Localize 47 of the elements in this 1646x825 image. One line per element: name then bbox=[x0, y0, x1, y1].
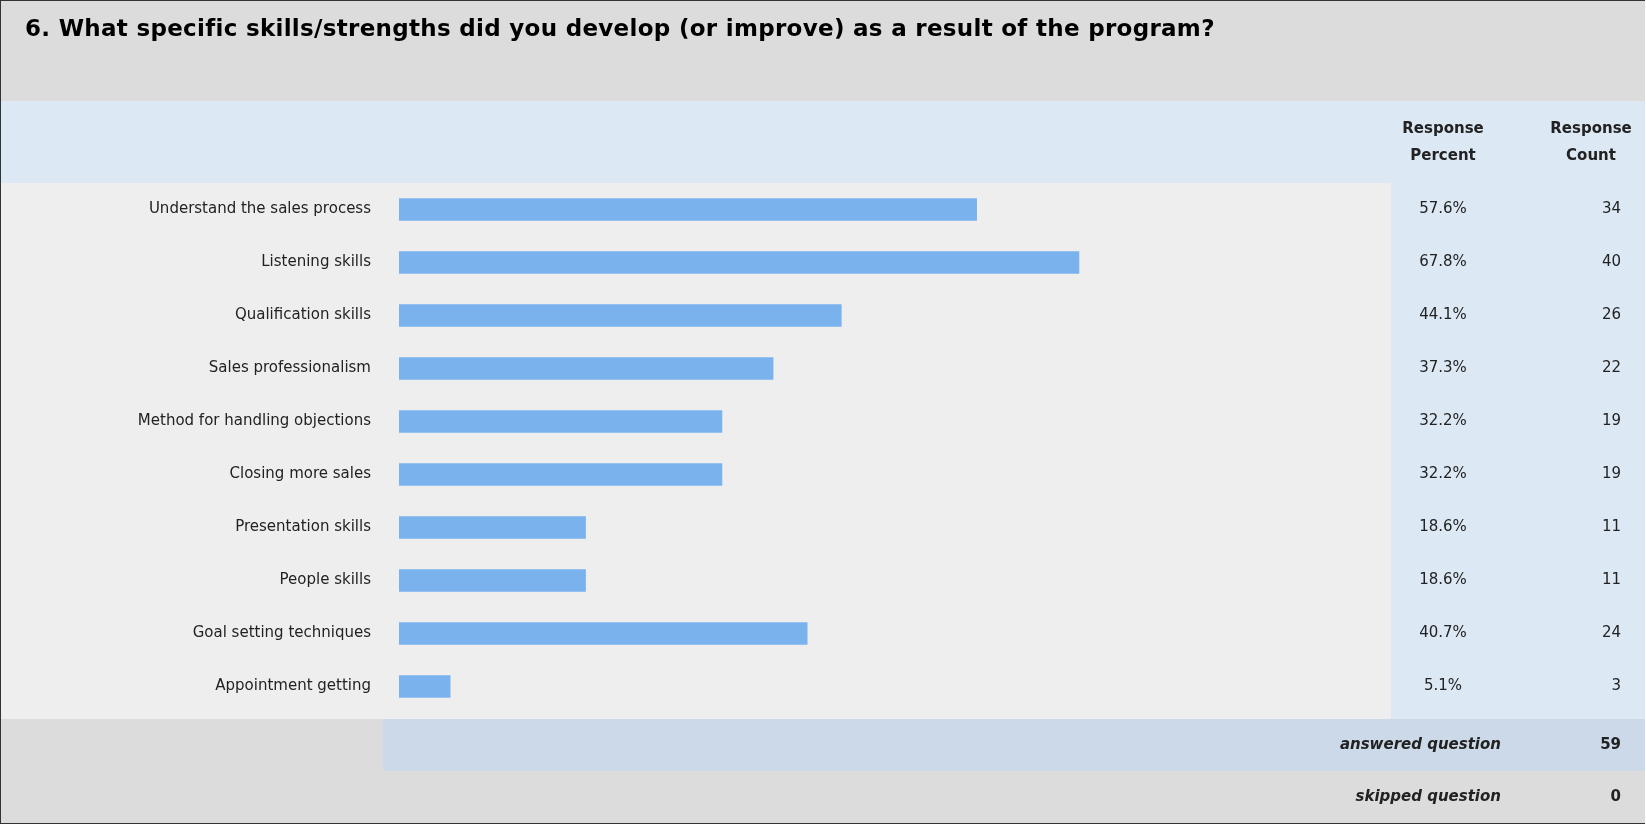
text: 26 bbox=[1601, 305, 1621, 324]
text: 11 bbox=[1601, 570, 1621, 589]
y-tick-label: Listening skills bbox=[261, 252, 372, 271]
bar bbox=[399, 198, 977, 221]
text: 3 bbox=[1611, 676, 1621, 695]
text: 24 bbox=[1601, 623, 1621, 642]
bar bbox=[399, 251, 1080, 274]
chart-title: 6. What specific skills/strengths did you develop (or improve) as a result of the program? bbox=[1, 1, 1645, 101]
text: 11 bbox=[1601, 517, 1621, 536]
text: 0 bbox=[1610, 786, 1621, 805]
bar bbox=[399, 463, 723, 486]
text: answered question bbox=[1339, 734, 1501, 753]
text: Response Percent bbox=[1402, 118, 1484, 164]
bar bbox=[399, 675, 451, 698]
y-tick-label: Understand the sales process bbox=[148, 199, 372, 218]
data-label: 18.6% bbox=[1419, 570, 1467, 589]
data-label: 67.8% bbox=[1419, 252, 1467, 271]
bar bbox=[399, 304, 842, 327]
y-tick-label: Method for handling objections bbox=[137, 411, 372, 430]
text: 19 bbox=[1601, 411, 1621, 430]
data-label: 32.2% bbox=[1419, 411, 1467, 430]
text: skipped question bbox=[1355, 786, 1501, 805]
text: 22 bbox=[1601, 358, 1621, 377]
text: 59 bbox=[1600, 734, 1621, 753]
data-label: 37.3% bbox=[1419, 358, 1467, 377]
bar bbox=[399, 357, 774, 380]
data-label: 32.2% bbox=[1419, 464, 1467, 483]
y-tick-label: Qualification skills bbox=[234, 305, 372, 324]
text: 40 bbox=[1601, 252, 1621, 271]
y-tick-label: Closing more sales bbox=[229, 464, 372, 483]
y-tick-label: Presentation skills bbox=[235, 517, 372, 536]
bar bbox=[399, 516, 586, 539]
text: 19 bbox=[1601, 464, 1621, 483]
text: Response Count bbox=[1550, 118, 1632, 164]
data-label: 18.6% bbox=[1419, 517, 1467, 536]
bar bbox=[399, 622, 808, 645]
data-label: 5.1% bbox=[1423, 676, 1463, 695]
data-label: 57.6% bbox=[1419, 199, 1467, 218]
y-tick-label: Goal setting techniques bbox=[192, 623, 372, 642]
text: 34 bbox=[1601, 199, 1621, 218]
y-tick-label: People skills bbox=[279, 570, 372, 589]
y-tick-label: Appointment getting bbox=[215, 676, 371, 695]
y-tick-label: Sales professionalism bbox=[208, 358, 371, 377]
data-label: 40.7% bbox=[1419, 623, 1467, 642]
data-label: 44.1% bbox=[1419, 305, 1467, 324]
bar bbox=[399, 569, 586, 592]
bar bbox=[399, 410, 723, 433]
